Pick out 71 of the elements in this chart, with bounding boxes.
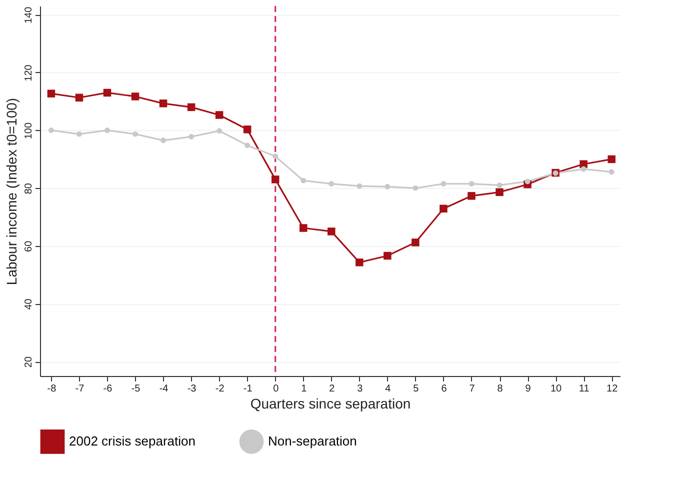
point — [187, 103, 196, 112]
point — [412, 238, 420, 246]
y-tick-label: 100 — [24, 122, 34, 140]
x-tick-label: 12 — [606, 384, 618, 394]
point — [132, 131, 138, 137]
x-tick-label: 1 — [301, 384, 308, 394]
point — [468, 181, 474, 187]
x-tick-label: -1 — [243, 384, 253, 394]
point — [271, 176, 280, 184]
x-tick-label: 0 — [273, 384, 280, 394]
point — [608, 155, 616, 164]
x-tick-label: 2 — [329, 384, 336, 394]
x-tick-label: 10 — [550, 384, 562, 394]
point — [215, 111, 224, 119]
x-tick-label: 8 — [497, 384, 504, 394]
point — [272, 154, 278, 160]
point — [300, 178, 306, 184]
x-tick-label: -3 — [187, 384, 197, 394]
point — [328, 181, 334, 187]
point — [496, 182, 502, 188]
y-tick-label: 20 — [24, 356, 34, 368]
y-tick-label: 40 — [24, 298, 34, 310]
point — [384, 184, 390, 190]
point — [188, 134, 194, 140]
point — [300, 224, 308, 232]
point — [160, 138, 166, 144]
y-tick-label: 60 — [24, 240, 34, 252]
x-tick-label: 3 — [357, 384, 364, 394]
x-tick-label: -7 — [75, 384, 85, 394]
point — [75, 94, 84, 102]
point — [580, 160, 588, 168]
point — [216, 128, 222, 134]
point — [580, 166, 586, 172]
x-tick-label: 6 — [441, 384, 448, 394]
point — [103, 88, 112, 97]
point — [76, 131, 82, 137]
x-tick-label: 11 — [578, 384, 590, 394]
point — [468, 192, 476, 200]
point — [328, 228, 336, 236]
x-tick-label: 9 — [525, 384, 532, 394]
x-axis-title: Quarters since separation — [250, 396, 411, 412]
legend-label: 2002 crisis separation — [69, 434, 196, 449]
point — [47, 90, 56, 98]
point — [412, 185, 418, 191]
x-tick-label: -2 — [215, 384, 225, 394]
x-tick-label: -8 — [47, 384, 57, 394]
point — [159, 100, 168, 108]
y-axis-title: Labour income (Index t0=100) — [4, 98, 20, 286]
point — [104, 128, 110, 134]
point — [244, 142, 250, 148]
y-tick-label: 120 — [24, 64, 34, 82]
x-tick-label: 5 — [413, 384, 420, 394]
point — [440, 204, 448, 213]
point — [243, 126, 252, 134]
point — [608, 169, 614, 175]
point — [356, 258, 364, 266]
point — [48, 128, 54, 134]
x-tick-label: -5 — [131, 384, 141, 394]
point — [440, 181, 446, 187]
x-tick-label: 7 — [469, 384, 476, 394]
y-tick-label: 80 — [24, 182, 34, 194]
point — [524, 178, 530, 184]
point — [496, 188, 504, 196]
x-tick-label: 4 — [385, 384, 392, 394]
x-tick-label: -4 — [159, 384, 169, 394]
point — [384, 252, 392, 260]
y-tick-label: 140 — [24, 6, 34, 24]
point — [131, 92, 140, 100]
point — [356, 183, 362, 189]
legend-label: Non-separation — [268, 434, 357, 449]
x-tick-label: -6 — [103, 384, 113, 394]
